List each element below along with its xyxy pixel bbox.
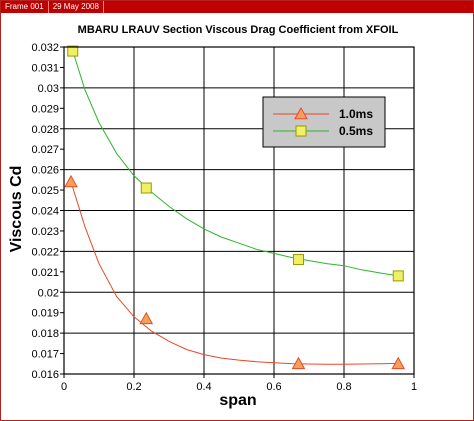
frame-header-bar: Frame 001 29 May 2008 bbox=[1, 1, 473, 13]
y-tick-label: 0.019 bbox=[31, 308, 59, 320]
y-tick-label: 0.023 bbox=[31, 226, 59, 238]
series-line bbox=[70, 181, 399, 365]
data-point bbox=[391, 356, 406, 370]
y-tick-label: 0.028 bbox=[31, 124, 59, 136]
plot-area-border bbox=[63, 46, 415, 375]
series-1.0ms bbox=[64, 174, 406, 370]
legend-label: 1.0ms bbox=[339, 107, 373, 121]
legend: 1.0ms 0.5ms bbox=[262, 96, 386, 148]
y-tick-label: 0.025 bbox=[31, 185, 59, 197]
data-point bbox=[139, 311, 154, 325]
y-tick-label: 0.027 bbox=[31, 144, 59, 156]
legend-box bbox=[262, 96, 386, 148]
legend-marker bbox=[294, 106, 308, 120]
y-tick-label: 0.026 bbox=[31, 165, 59, 177]
x-tick-label: 0.2 bbox=[126, 381, 141, 393]
data-point bbox=[293, 254, 304, 266]
y-tick-label: 0.022 bbox=[31, 246, 59, 258]
y-ticks: 0.016 0.017 0.018 0.019 0.02 0.021 0.022 0.023 0… bbox=[31, 42, 64, 381]
grid bbox=[64, 47, 414, 374]
y-tick-label: 0.017 bbox=[31, 349, 59, 361]
x-tick-label: 0.4 bbox=[196, 381, 211, 393]
data-point bbox=[392, 270, 404, 282]
chart-title: MBARU LRAUV Section Viscous Drag Coeffic… bbox=[78, 24, 399, 36]
y-axis-title: Viscous Cd bbox=[8, 166, 25, 253]
frame-date: 29 May 2008 bbox=[49, 1, 104, 13]
y-tick-label: 0.021 bbox=[31, 267, 59, 279]
y-tick-label: 0.029 bbox=[31, 103, 59, 115]
series-line bbox=[72, 50, 399, 277]
x-axis-title: span bbox=[219, 392, 256, 409]
data-point bbox=[140, 182, 152, 194]
y-tick-label: 0.032 bbox=[31, 42, 59, 54]
series-0.5ms bbox=[67, 45, 404, 282]
frame-label: Frame 001 bbox=[1, 1, 49, 13]
data-point bbox=[291, 356, 306, 370]
y-tick-label: 0.016 bbox=[31, 369, 59, 381]
y-tick-label: 0.018 bbox=[31, 328, 59, 340]
series bbox=[64, 45, 406, 370]
x-tick-label: 0.6 bbox=[266, 381, 281, 393]
legend-label: 0.5ms bbox=[339, 124, 373, 138]
x-tick-label: 0.8 bbox=[336, 381, 351, 393]
data-point bbox=[64, 174, 78, 188]
y-tick-label: 0.024 bbox=[31, 206, 59, 218]
y-tick-label: 0.03 bbox=[38, 83, 59, 95]
x-ticks: 0 0.2 0.4 0.6 0.8 1 bbox=[61, 374, 417, 393]
legend-marker bbox=[295, 125, 307, 137]
x-tick-label: 0 bbox=[61, 381, 67, 393]
y-tick-label: 0.031 bbox=[31, 62, 59, 74]
x-tick-label: 1 bbox=[411, 381, 417, 393]
data-point bbox=[67, 45, 79, 57]
y-tick-label: 0.02 bbox=[38, 287, 59, 299]
